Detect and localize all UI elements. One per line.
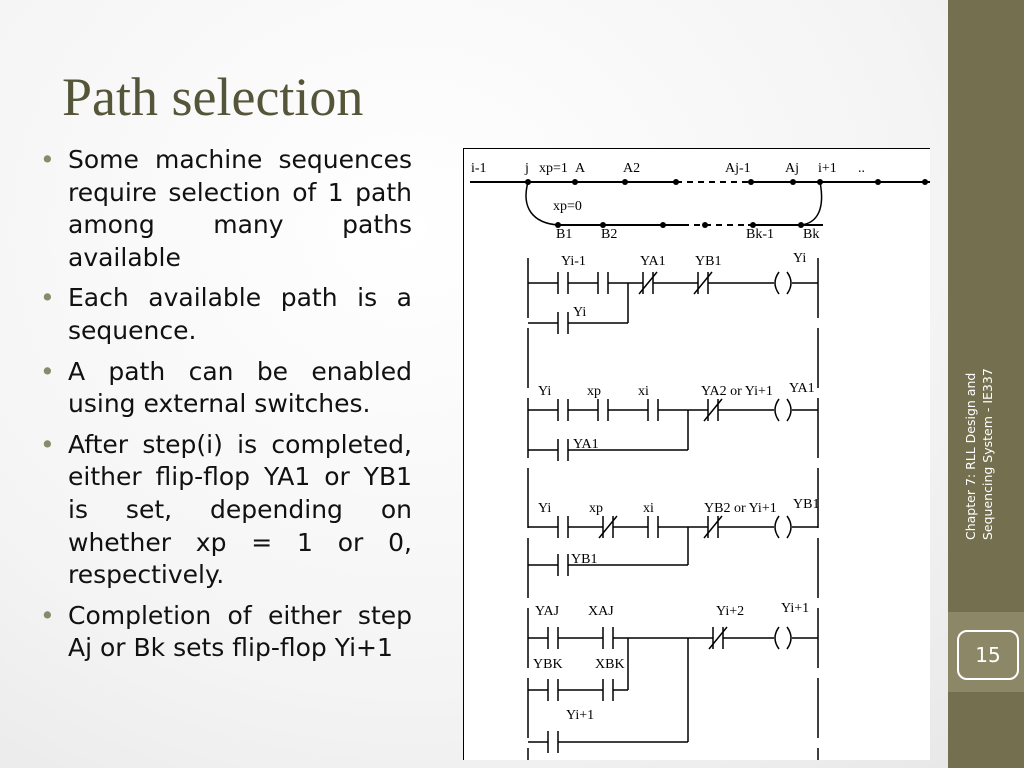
coil-gap: [774, 636, 792, 640]
contact-gap: [558, 563, 568, 567]
rungs: [528, 271, 818, 753]
diagram-label: Bk-1: [746, 227, 774, 242]
diagram-label: Yi+2: [716, 604, 744, 619]
diagram-label: i+1: [818, 161, 837, 176]
coil: [774, 271, 792, 295]
diagram-label: YB2 or Yi+1: [704, 501, 777, 516]
diagram-label: B1: [556, 227, 572, 242]
contact-nc: [708, 626, 728, 650]
page-number: 15: [957, 630, 1019, 680]
contact-gap: [548, 688, 558, 692]
contact-nc: [693, 271, 713, 295]
diagram-label: Yi-1: [561, 254, 586, 269]
bullet: Some machine sequences require selection…: [40, 144, 412, 274]
bullet: Each available path is a sequence.: [40, 282, 412, 347]
contact-gap: [558, 321, 568, 325]
diagram-label: Yi: [538, 384, 551, 399]
contact-gap: [548, 740, 558, 744]
coil: [774, 515, 792, 539]
diagram-label: ..: [858, 161, 865, 176]
contact-nc: [598, 515, 618, 539]
diagram-label: YBK: [533, 657, 563, 672]
contact-gap: [558, 408, 568, 412]
slide-title: Path selection: [62, 67, 364, 127]
contact-gap: [548, 636, 558, 640]
bullet: Completion of either step Aj or Bk sets …: [40, 600, 412, 665]
diagram-label: XAJ: [588, 604, 614, 619]
diagram-label: Yi: [793, 251, 806, 266]
contact-nc: [703, 398, 723, 422]
diagram-background: [463, 148, 930, 760]
diagram-label: A: [575, 161, 586, 176]
coil: [774, 626, 792, 650]
coil-gap: [774, 525, 792, 529]
diagram-label: YA1: [640, 254, 666, 269]
bullet: After step(i) is completed, either flip-…: [40, 429, 412, 592]
contact-nc: [703, 515, 723, 539]
contact-gap: [558, 281, 568, 285]
diagram-label: xp=0: [553, 199, 582, 214]
coil-gap: [774, 281, 792, 285]
diagram-label: YA2 or Yi+1: [701, 384, 773, 399]
contact-gap: [558, 525, 568, 529]
diagram-label: j: [524, 161, 529, 176]
ladder-diagram: i-1 j xp=1 A A2 Aj-1 Aj i+1 .. xp=0 B1 B2 Bk-1 Bk Yi-1…: [463, 148, 930, 760]
diagram-label: xp: [587, 384, 601, 399]
diagram-label: Yi+1: [781, 601, 809, 616]
bullet-list: Some machine sequences require selection…: [40, 144, 412, 673]
diagram-label: Aj-1: [725, 161, 751, 176]
nodes: [525, 179, 928, 228]
bullet: A path can be enabled using external swi…: [40, 356, 412, 421]
coil: [774, 398, 792, 422]
diagram-label: xi: [638, 384, 649, 399]
diagram-label: YB1: [793, 497, 819, 512]
contact-gap: [598, 281, 608, 285]
contact-gap: [603, 688, 613, 692]
contact-gap: [558, 448, 568, 452]
diagram-label: i-1: [471, 161, 487, 176]
diagram-label: XBK: [595, 657, 625, 672]
diagram-label: Yi+1: [566, 708, 594, 723]
contact-nc: [638, 271, 658, 295]
diagram-label: xp=1: [539, 161, 568, 176]
diagram-label: YB1: [695, 254, 721, 269]
diagram-label: YB1: [571, 552, 597, 567]
diagram-label: YA1: [573, 437, 599, 452]
contact-gap: [603, 636, 613, 640]
diagram-label: Bk: [803, 227, 819, 242]
diagram-label: YA1: [789, 381, 815, 396]
diagram-label: Aj: [785, 161, 799, 176]
diagram-border: [463, 148, 930, 760]
contact-gap: [598, 408, 608, 412]
contact-gap: [648, 525, 658, 529]
coil-gap: [774, 408, 792, 412]
diagram-label: YAJ: [535, 604, 560, 619]
chapter-label: Chapter 7: RLL Design and Sequencing Sys…: [963, 368, 995, 540]
diagram-label: xp: [589, 501, 603, 516]
diagram-label: Yi: [573, 305, 586, 320]
diagram-label: A2: [623, 161, 640, 176]
contact-gap: [648, 408, 658, 412]
diagram-label: Yi: [538, 501, 551, 516]
diagram-label: B2: [601, 227, 617, 242]
diagram-label: xi: [643, 501, 654, 516]
